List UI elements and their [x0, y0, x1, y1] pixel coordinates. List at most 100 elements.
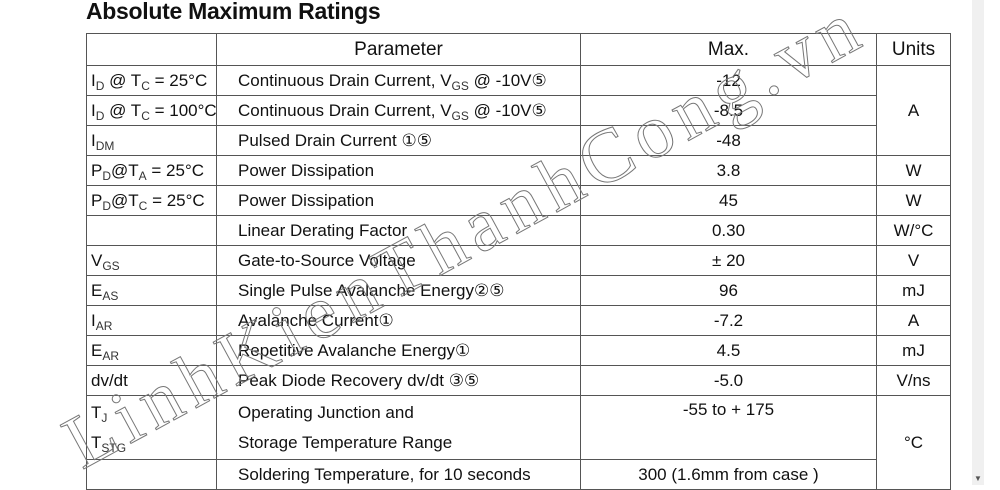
symbol-cell: IDM — [86, 125, 217, 156]
symbol-subscript: C — [138, 198, 148, 213]
symbol-text: = 100°C — [149, 100, 217, 120]
header-parameter: Parameter — [216, 33, 581, 66]
parameter-text: Continuous Drain Current, V — [238, 100, 452, 120]
symbol-text: T — [91, 432, 102, 452]
symbol-text: E — [91, 340, 103, 360]
max-cell: 3.8 — [580, 155, 877, 186]
table-row: Linear Derating Factor 0.30 W/°C — [86, 215, 951, 246]
symbol-cell: PD@TA = 25°C — [86, 155, 217, 186]
table-row: IDM Pulsed Drain Current ①⑤ -48 — [86, 125, 951, 156]
max-value: -12 — [716, 70, 741, 90]
section-title: Absolute Maximum Ratings — [86, 0, 381, 24]
table-header: Parameter Max. Units — [86, 33, 951, 66]
unit-text: A — [907, 100, 920, 120]
max-value: -8.5 — [713, 100, 744, 120]
symbol-cell: ID @ TC = 100°C — [86, 95, 217, 126]
unit-cell: W/°C — [876, 215, 951, 246]
unit-cell: V — [876, 245, 951, 276]
symbol-text: E — [91, 280, 103, 300]
table-row: PD@TA = 25°C Power Dissipation 3.8 W — [86, 155, 951, 186]
scroll-down-arrow-icon[interactable]: ▼ — [974, 474, 982, 483]
symbol-text: V — [91, 250, 103, 270]
max-cell: ± 20 — [580, 245, 877, 276]
parameter-cell: Soldering Temperature, for 10 seconds — [216, 459, 581, 490]
parameter-cell: Repetitive Avalanche Energy① — [216, 335, 581, 366]
unit-cell: W — [876, 185, 951, 216]
unit-text: mJ — [902, 340, 925, 360]
unit-text: W — [905, 160, 922, 180]
symbol-subscript: D — [102, 168, 112, 183]
symbol-subscript: DM — [95, 138, 115, 153]
table-row: EAS Single Pulse Avalanche Energy②⑤ 96 m… — [86, 275, 951, 306]
parameter-text: Single Pulse Avalanche Energy②⑤ — [238, 280, 505, 300]
parameter-cell: Peak Diode Recovery dv/dt ③⑤ — [216, 365, 581, 396]
symbol-cell: IAR — [86, 305, 217, 336]
max-value: 3.8 — [716, 160, 741, 180]
parameter-text: Avalanche Current① — [238, 310, 394, 330]
max-cell: 96 — [580, 275, 877, 306]
parameter-cell: Avalanche Current① — [216, 305, 581, 336]
header-units: Units — [876, 33, 951, 66]
symbol-subscript: C — [141, 108, 150, 123]
max-cell: 300 (1.6mm from case ) — [580, 459, 877, 490]
symbol-subscript: AS — [102, 288, 119, 303]
max-value: -7.2 — [713, 310, 744, 330]
symbol-text: T — [91, 402, 102, 422]
unit-cell: A — [876, 305, 951, 336]
parameter-text: Peak Diode Recovery dv/dt ③⑤ — [238, 370, 480, 390]
symbol-text: I — [91, 130, 96, 150]
unit-text: V/ns — [896, 370, 931, 390]
table-row: ID @ TC = 100°C Continuous Drain Current… — [86, 95, 951, 126]
symbol-cell: VGS — [86, 245, 217, 276]
max-cell: -55 to + 175 — [580, 395, 877, 460]
symbol-cell — [86, 459, 217, 490]
parameter-text: Linear Derating Factor — [238, 220, 408, 240]
parameter-text: Repetitive Avalanche Energy① — [238, 340, 471, 360]
parameter-text: @ -10V⑤ — [468, 100, 547, 120]
header-max: Max. — [580, 33, 877, 66]
max-cell: -5.0 — [580, 365, 877, 396]
symbol-text: @T — [111, 160, 139, 180]
max-value: 96 — [719, 280, 738, 300]
max-cell: 0.30 — [580, 215, 877, 246]
unit-text: mJ — [902, 280, 925, 300]
symbol-text: dv/dt — [91, 370, 128, 390]
parameter-cell: Continuous Drain Current, VGS @ -10V⑤ — [216, 65, 581, 96]
table-row: EAR Repetitive Avalanche Energy① 4.5 mJ — [86, 335, 951, 366]
parameter-text: Gate-to-Source Voltage — [238, 250, 416, 270]
vertical-scrollbar[interactable] — [972, 0, 984, 485]
symbol-subscript: D — [102, 198, 112, 213]
max-value: -48 — [716, 130, 741, 150]
parameter-subscript: GS — [451, 108, 469, 123]
parameter-text: Soldering Temperature, for 10 seconds — [238, 464, 531, 484]
symbol-cell — [86, 215, 217, 246]
symbol-text: = 25°C — [146, 160, 205, 180]
max-value: 45 — [719, 190, 738, 210]
parameter-text: Pulsed Drain Current ①⑤ — [238, 130, 432, 150]
parameter-text: Continuous Drain Current, V — [238, 70, 452, 90]
parameter-cell: Power Dissipation — [216, 155, 581, 186]
parameter-cell: Continuous Drain Current, VGS @ -10V⑤ — [216, 95, 581, 126]
unit-text: W/°C — [893, 220, 934, 240]
max-cell: -7.2 — [580, 305, 877, 336]
symbol-subscript: A — [138, 168, 147, 183]
symbol-text: = 25°C — [149, 70, 208, 90]
symbol-subscript: J — [101, 410, 108, 425]
unit-cell: mJ — [876, 275, 951, 306]
parameter-cell: Gate-to-Source Voltage — [216, 245, 581, 276]
max-value: 0.30 — [711, 220, 746, 240]
symbol-cell: PD@TC = 25°C — [86, 185, 217, 216]
symbol-text: @ T — [104, 100, 142, 120]
table-row: IAR Avalanche Current① -7.2 A — [86, 305, 951, 336]
parameter-cell: Power Dissipation — [216, 185, 581, 216]
symbol-text: I — [91, 70, 96, 90]
unit-text: W — [905, 190, 922, 210]
unit-cell: V/ns — [876, 365, 951, 396]
symbol-text: I — [91, 310, 96, 330]
parameter-text: Operating Junction and — [238, 402, 414, 422]
unit-cell: W — [876, 155, 951, 186]
symbol-cell: EAR — [86, 335, 217, 366]
ratings-table: Parameter Max. Units ID @ TC = 25°C Cont… — [86, 33, 951, 490]
max-cell: -48 — [580, 125, 877, 156]
parameter-cell: Operating Junction and Storage Temperatur… — [216, 395, 581, 460]
